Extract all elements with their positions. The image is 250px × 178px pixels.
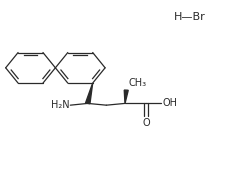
Text: CH₃: CH₃	[128, 78, 146, 88]
Text: H₂N: H₂N	[51, 100, 69, 110]
Text: OH: OH	[162, 98, 177, 108]
Polygon shape	[124, 90, 128, 103]
Text: O: O	[142, 118, 150, 128]
Polygon shape	[86, 83, 93, 104]
Text: H—Br: H—Br	[174, 12, 206, 22]
